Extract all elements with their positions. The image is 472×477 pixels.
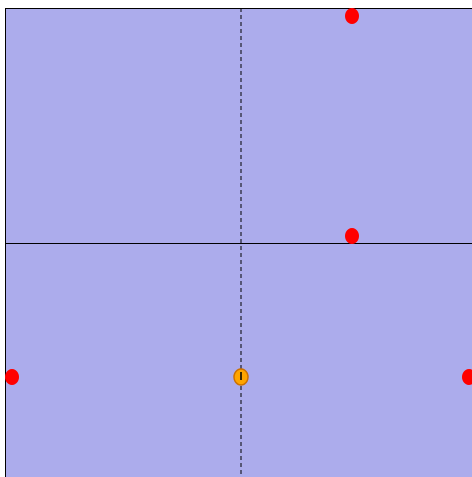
play-field[interactable] — [5, 8, 472, 477]
targets-group — [5, 8, 472, 385]
target-top[interactable] — [345, 8, 359, 24]
player-marker[interactable] — [233, 368, 249, 386]
target-right[interactable] — [462, 369, 472, 385]
target-left[interactable] — [5, 369, 19, 385]
target-upper-mid[interactable] — [345, 228, 359, 244]
